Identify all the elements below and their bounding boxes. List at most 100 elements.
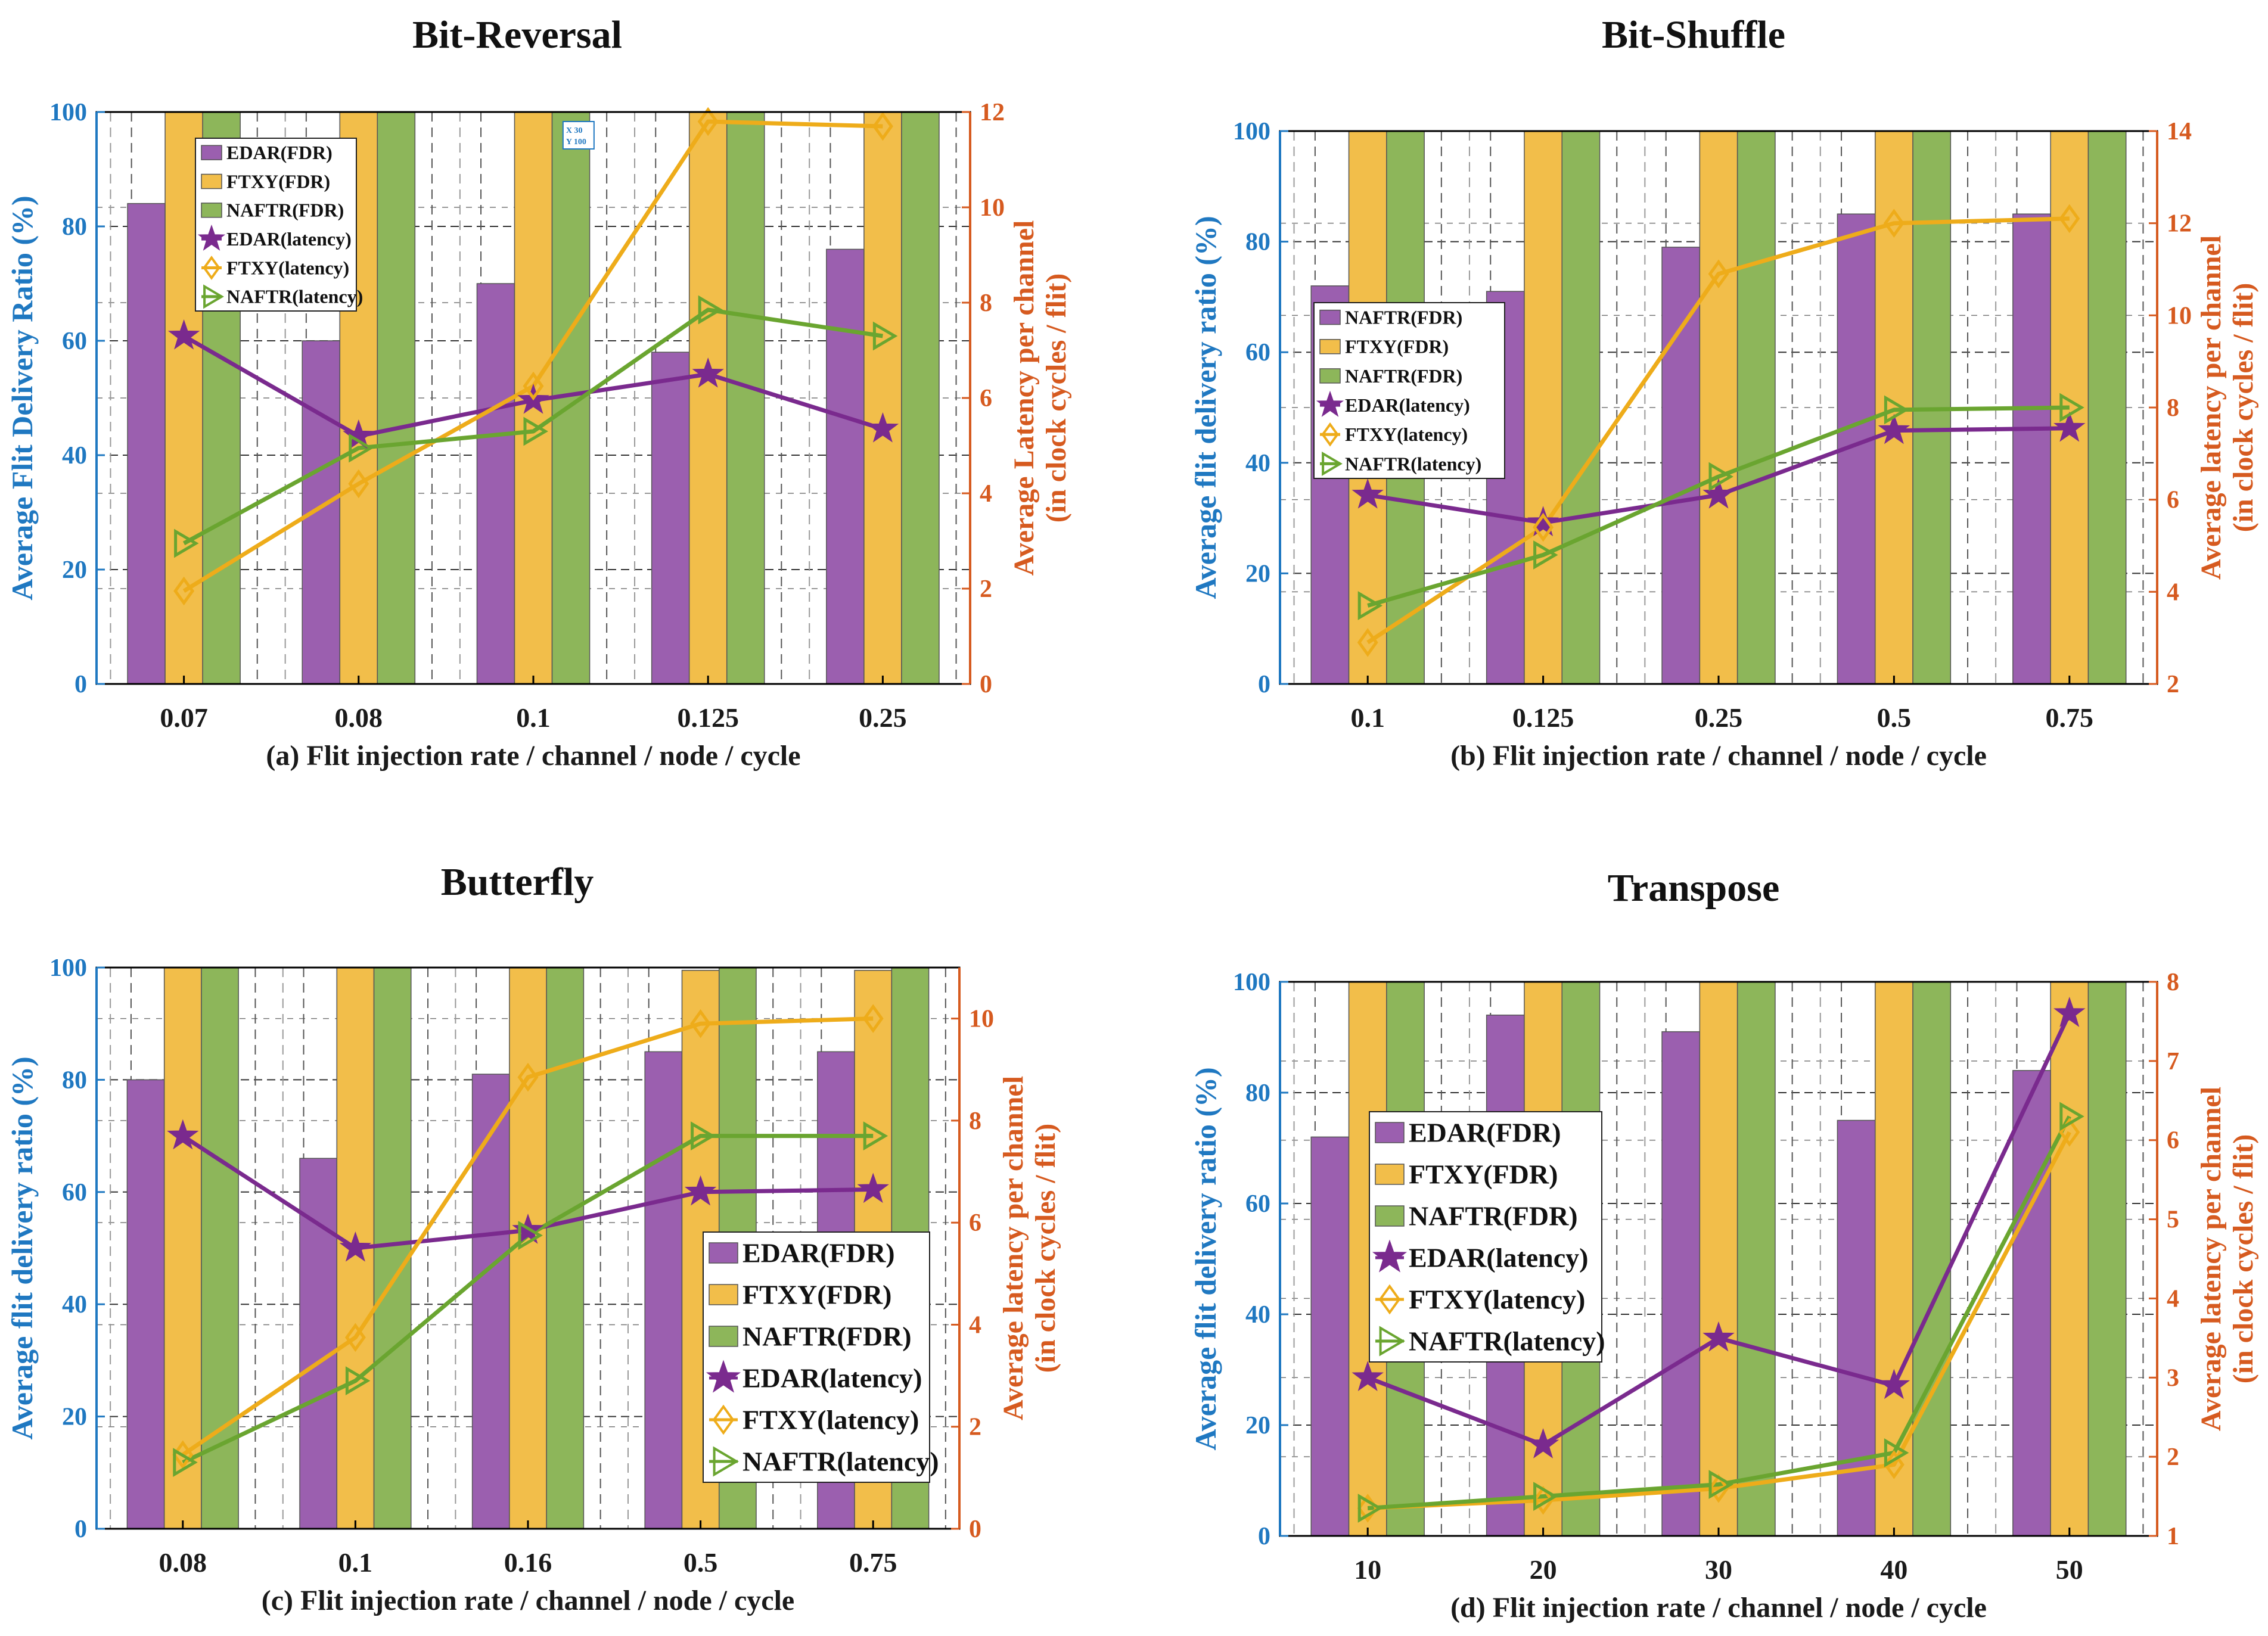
bar-d-s0-0 [1310,1136,1350,1537]
y2tick-label-d-0: 1 [2167,1523,2179,1550]
legend-label-d-4: FTXY(latency) [1409,1284,1585,1315]
ytick-label-a-3: 60 [62,328,87,355]
xtick-label-b-1: 0.125 [1512,702,1574,733]
bar-b-s1-3 [1875,130,1913,685]
chart-title-c: Butterfly [441,860,594,904]
datatip-line1-a: X 30 [566,126,583,135]
ytick-label-b-2: 40 [1245,450,1270,477]
point-b-s2-2 [1708,462,1733,492]
datatip-line2-a: Y 100 [566,138,586,147]
xtick-label-a-1: 0.08 [335,702,383,733]
legend-marker-a-4 [203,256,220,280]
xtick-label-d-3: 40 [1880,1554,1907,1585]
y-axis-label-c: Average flit delivery ratio (%) [5,1056,39,1439]
chart-title-b: Bit-Shuffle [1602,13,1785,57]
legend-label-a-3: EDAR(latency) [226,228,352,250]
y2tick-label-b-1: 4 [2167,578,2179,606]
ytick-label-c-5: 100 [49,954,87,982]
point-d-s0-3 [1878,1368,1910,1399]
bar-d-s0-4 [2012,1070,2051,1537]
y2-axis-label-line1-b: Average latency per channel [2195,235,2227,580]
legend-a: EDAR(FDR) FTXY(FDR) NAFTR(FDR) EDAR(latency… [195,138,363,312]
legend-marker-b-3 [1316,390,1344,417]
xtick-label-a-4: 0.25 [859,702,907,733]
point-d-s0-1 [1527,1428,1559,1458]
xtick-label-c-2: 0.16 [504,1547,552,1578]
legend-marker-a-5 [203,284,224,309]
legend-swatch-a-1 [201,173,222,189]
legend-box-a [195,138,357,312]
legend-swatch-c-2 [709,1326,738,1347]
ytick-label-a-2: 40 [62,442,87,469]
point-a-s2-4 [872,321,898,351]
chart-d: 0 20 40 60 80 100 1 2 3 4 5 6 7 8 10 20 30 40 50 Transpose (… [1189,866,2259,1623]
y2tick-label-d-5: 6 [2167,1127,2179,1155]
point-b-s0-0 [1352,478,1384,509]
datatip-a: X 30 Y 100 [562,121,595,150]
xtick-label-d-2: 30 [1705,1554,1732,1585]
point-d-s2-1 [1533,1482,1558,1511]
y2tick-label-d-2: 3 [2167,1364,2179,1392]
chart-b: 0 20 40 60 80 100 2 4 6 8 10 12 14 0.1 0.125 0.25 0.5 0.7… [1189,13,2259,772]
y2tick-label-d-4: 5 [2167,1206,2179,1234]
point-b-s0-1 [1527,506,1559,537]
legend-label-a-5: NAFTR(latency) [226,286,363,307]
y2-axis-label-line1-c: Average latency per channel [998,1076,1029,1420]
y2tick-label-a-3: 6 [980,385,992,412]
point-a-s0-4 [866,412,899,443]
legend-marker-b-5 [1322,451,1343,476]
datatip-box-a [562,121,595,150]
legend-d: EDAR(FDR) FTXY(FDR) NAFTR(FDR) EDAR(latency… [1369,1111,1605,1363]
legend-label-b-4: FTXY(latency) [1345,424,1468,445]
legend-marker-d-5 [1379,1326,1405,1357]
point-d-s0-0 [1352,1361,1384,1391]
xtick-label-d-1: 20 [1530,1554,1557,1585]
bar-a-s2-3 [726,111,765,685]
y2tick-label-d-7: 8 [2167,969,2179,996]
y2tick-label-d-1: 2 [2167,1444,2179,1471]
y-axis-label-d: Average flit delivery ratio (%) [1189,1067,1222,1450]
ytick-label-b-0: 0 [1258,671,1270,698]
legend-label-d-1: FTXY(FDR) [1409,1159,1558,1190]
legend-marker-d-4 [1378,1284,1401,1315]
bar-b-s2-4 [2087,130,2127,685]
legend-label-c-1: FTXY(FDR) [742,1280,891,1310]
x-axis-label-a: (a) Flit injection rate / channel / node… [266,740,800,772]
bar-a-s0-0 [127,203,166,685]
bar-a-s2-4 [901,111,940,685]
xtick-label-b-3: 0.5 [1877,702,1912,733]
point-b-s0-4 [2053,411,2086,442]
legend-label-a-4: FTXY(latency) [226,257,349,278]
point-a-s0-3 [692,357,724,388]
legend-marker-b-4 [1321,422,1339,447]
ytick-label-b-5: 100 [1233,118,1270,145]
y2-axis-label-line2-b: (in clock cycles / flit) [2227,283,2259,533]
legend-swatch-c-1 [709,1284,738,1305]
legend-label-a-2: NAFTR(FDR) [226,200,344,221]
point-b-s2-3 [1884,395,1909,425]
bar-b-s1-2 [1699,130,1738,685]
y2tick-label-c-0: 0 [969,1516,981,1543]
y2tick-label-b-5: 12 [2167,210,2192,238]
ytick-label-a-5: 100 [49,99,87,126]
ytick-label-b-4: 80 [1245,229,1270,256]
legend-label-d-3: EDAR(latency) [1409,1243,1589,1273]
series-line-a-2 [182,307,883,546]
point-d-s0-4 [2053,997,2086,1027]
y2tick-label-a-6: 12 [980,99,1005,126]
legend-swatch-a-0 [201,145,222,160]
ytick-label-b-3: 60 [1245,339,1270,366]
point-b-s2-0 [1357,591,1383,620]
legend-label-c-0: EDAR(FDR) [742,1238,895,1268]
ytick-label-c-4: 80 [62,1066,87,1094]
ytick-label-c-1: 20 [62,1404,87,1431]
point-c-s0-0 [167,1119,199,1150]
legend-swatch-d-2 [1375,1205,1405,1227]
bar-a-s1-3 [688,111,728,685]
point-d-s2-4 [2059,1102,2084,1131]
point-b-s1-0 [1357,628,1378,657]
point-d-s1-2 [1708,1474,1729,1503]
point-d-s2-2 [1708,1470,1733,1500]
point-a-s1-3 [697,107,719,136]
